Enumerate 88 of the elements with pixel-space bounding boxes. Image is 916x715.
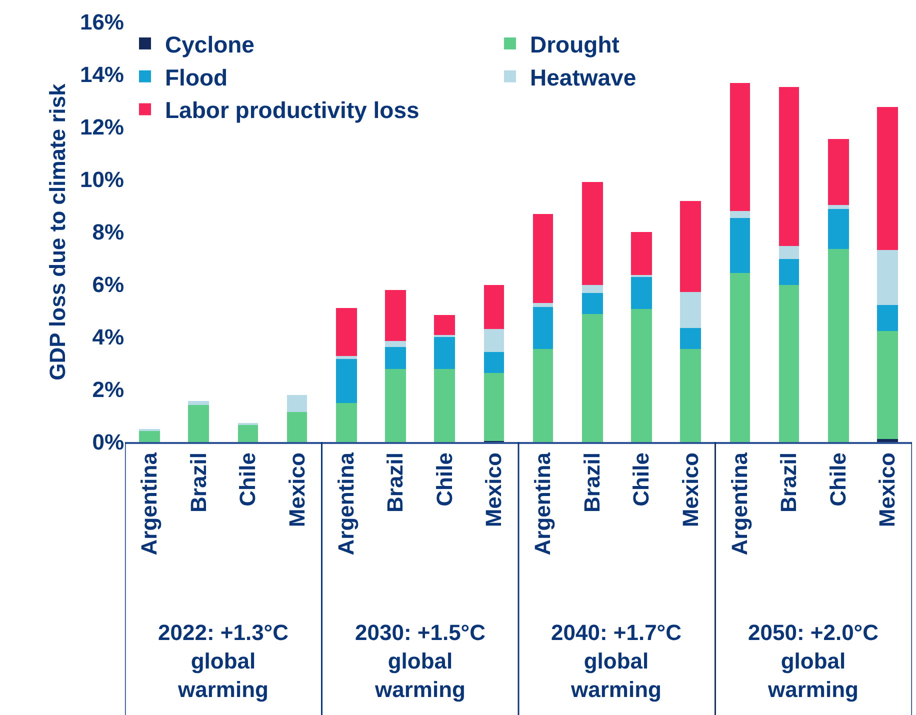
bar	[877, 331, 898, 439]
bar	[631, 309, 652, 442]
bar	[385, 369, 406, 442]
x-tick-label: Chile	[825, 452, 850, 506]
bar	[828, 205, 849, 209]
text: 2040: +1.7°C global warming	[551, 620, 682, 702]
x-tick-label: Mexico	[481, 452, 506, 528]
bar	[385, 290, 406, 341]
x-tick-label: Chile	[235, 452, 260, 506]
bar	[828, 139, 849, 205]
y-tick-label: 12%	[80, 114, 124, 140]
legend-label: Cyclone	[165, 31, 254, 58]
legend-label: Labor productivity loss	[165, 97, 420, 124]
y-tick-label: 4%	[92, 324, 124, 350]
bar	[336, 356, 357, 359]
bar	[877, 305, 898, 331]
bar	[877, 107, 898, 250]
y-tick-label: 10%	[80, 167, 124, 192]
text: 2022: +1.3°C global warming	[158, 620, 289, 702]
bar	[779, 87, 799, 246]
bar	[779, 285, 799, 442]
x-tick-label: Brazil	[186, 452, 211, 512]
bar	[582, 314, 603, 442]
x-tick-label: Brazil	[776, 452, 802, 512]
legend-label: Flood	[165, 64, 228, 90]
x-tick-label: Argentina	[726, 452, 752, 556]
bar	[238, 424, 258, 442]
bar	[385, 341, 406, 347]
x-tick-label: Argentina	[530, 452, 556, 556]
bar	[533, 214, 553, 303]
bar	[484, 352, 504, 373]
bar	[139, 431, 160, 442]
bar	[680, 292, 701, 328]
legend-label: Drought	[530, 31, 620, 58]
bar	[533, 307, 553, 349]
bar	[631, 232, 652, 275]
x-tick-label: Mexico	[874, 452, 900, 528]
bar	[779, 259, 799, 285]
bar	[434, 369, 455, 442]
y-tick-label: 14%	[80, 62, 124, 88]
x-tick-label: Brazil	[579, 452, 604, 512]
y-tick-label: 8%	[92, 220, 124, 245]
text: 2030: +1.5°C global warming	[355, 620, 486, 702]
y-tick-label: 16%	[80, 10, 124, 35]
x-tick-label: Mexico	[678, 452, 703, 528]
bar	[828, 249, 849, 442]
bar	[582, 182, 603, 285]
bar	[680, 349, 701, 442]
bar	[877, 439, 898, 442]
bar	[188, 401, 209, 405]
bar	[730, 273, 750, 442]
y-tick-label: 0%	[92, 430, 124, 455]
y-tick-label: 6%	[92, 272, 124, 298]
bar	[287, 395, 307, 412]
x-tick-label: Mexico	[284, 452, 310, 528]
text: 2050: +2.0°C global warming	[748, 620, 879, 702]
bar	[680, 328, 701, 349]
bar	[287, 412, 307, 442]
bar	[188, 405, 209, 442]
bar	[533, 303, 553, 307]
bar	[484, 373, 504, 441]
bar	[533, 349, 553, 442]
bar	[434, 336, 455, 369]
bar	[336, 359, 357, 403]
bar	[484, 329, 504, 352]
bar	[779, 246, 799, 259]
bar	[877, 250, 898, 305]
bar	[336, 403, 357, 442]
legend-label: Heatwave	[530, 64, 636, 90]
bar	[336, 308, 357, 356]
bar	[730, 218, 750, 273]
x-tick-label: Chile	[432, 452, 457, 506]
y-axis-title: GDP loss due to climate risk	[44, 82, 70, 380]
y-tick-label: 2%	[92, 377, 124, 402]
bar	[484, 285, 504, 329]
bar	[582, 293, 603, 314]
bar	[582, 285, 603, 293]
x-tick-label: Chile	[628, 452, 654, 506]
bar	[434, 315, 455, 335]
bar	[631, 277, 652, 309]
bar	[730, 83, 750, 211]
bar	[828, 209, 849, 249]
x-tick-label: Brazil	[382, 452, 408, 512]
x-tick-label: Argentina	[136, 452, 162, 556]
bar	[730, 211, 750, 218]
bar	[680, 201, 701, 292]
x-tick-label: Argentina	[333, 452, 358, 556]
bar	[385, 347, 406, 369]
